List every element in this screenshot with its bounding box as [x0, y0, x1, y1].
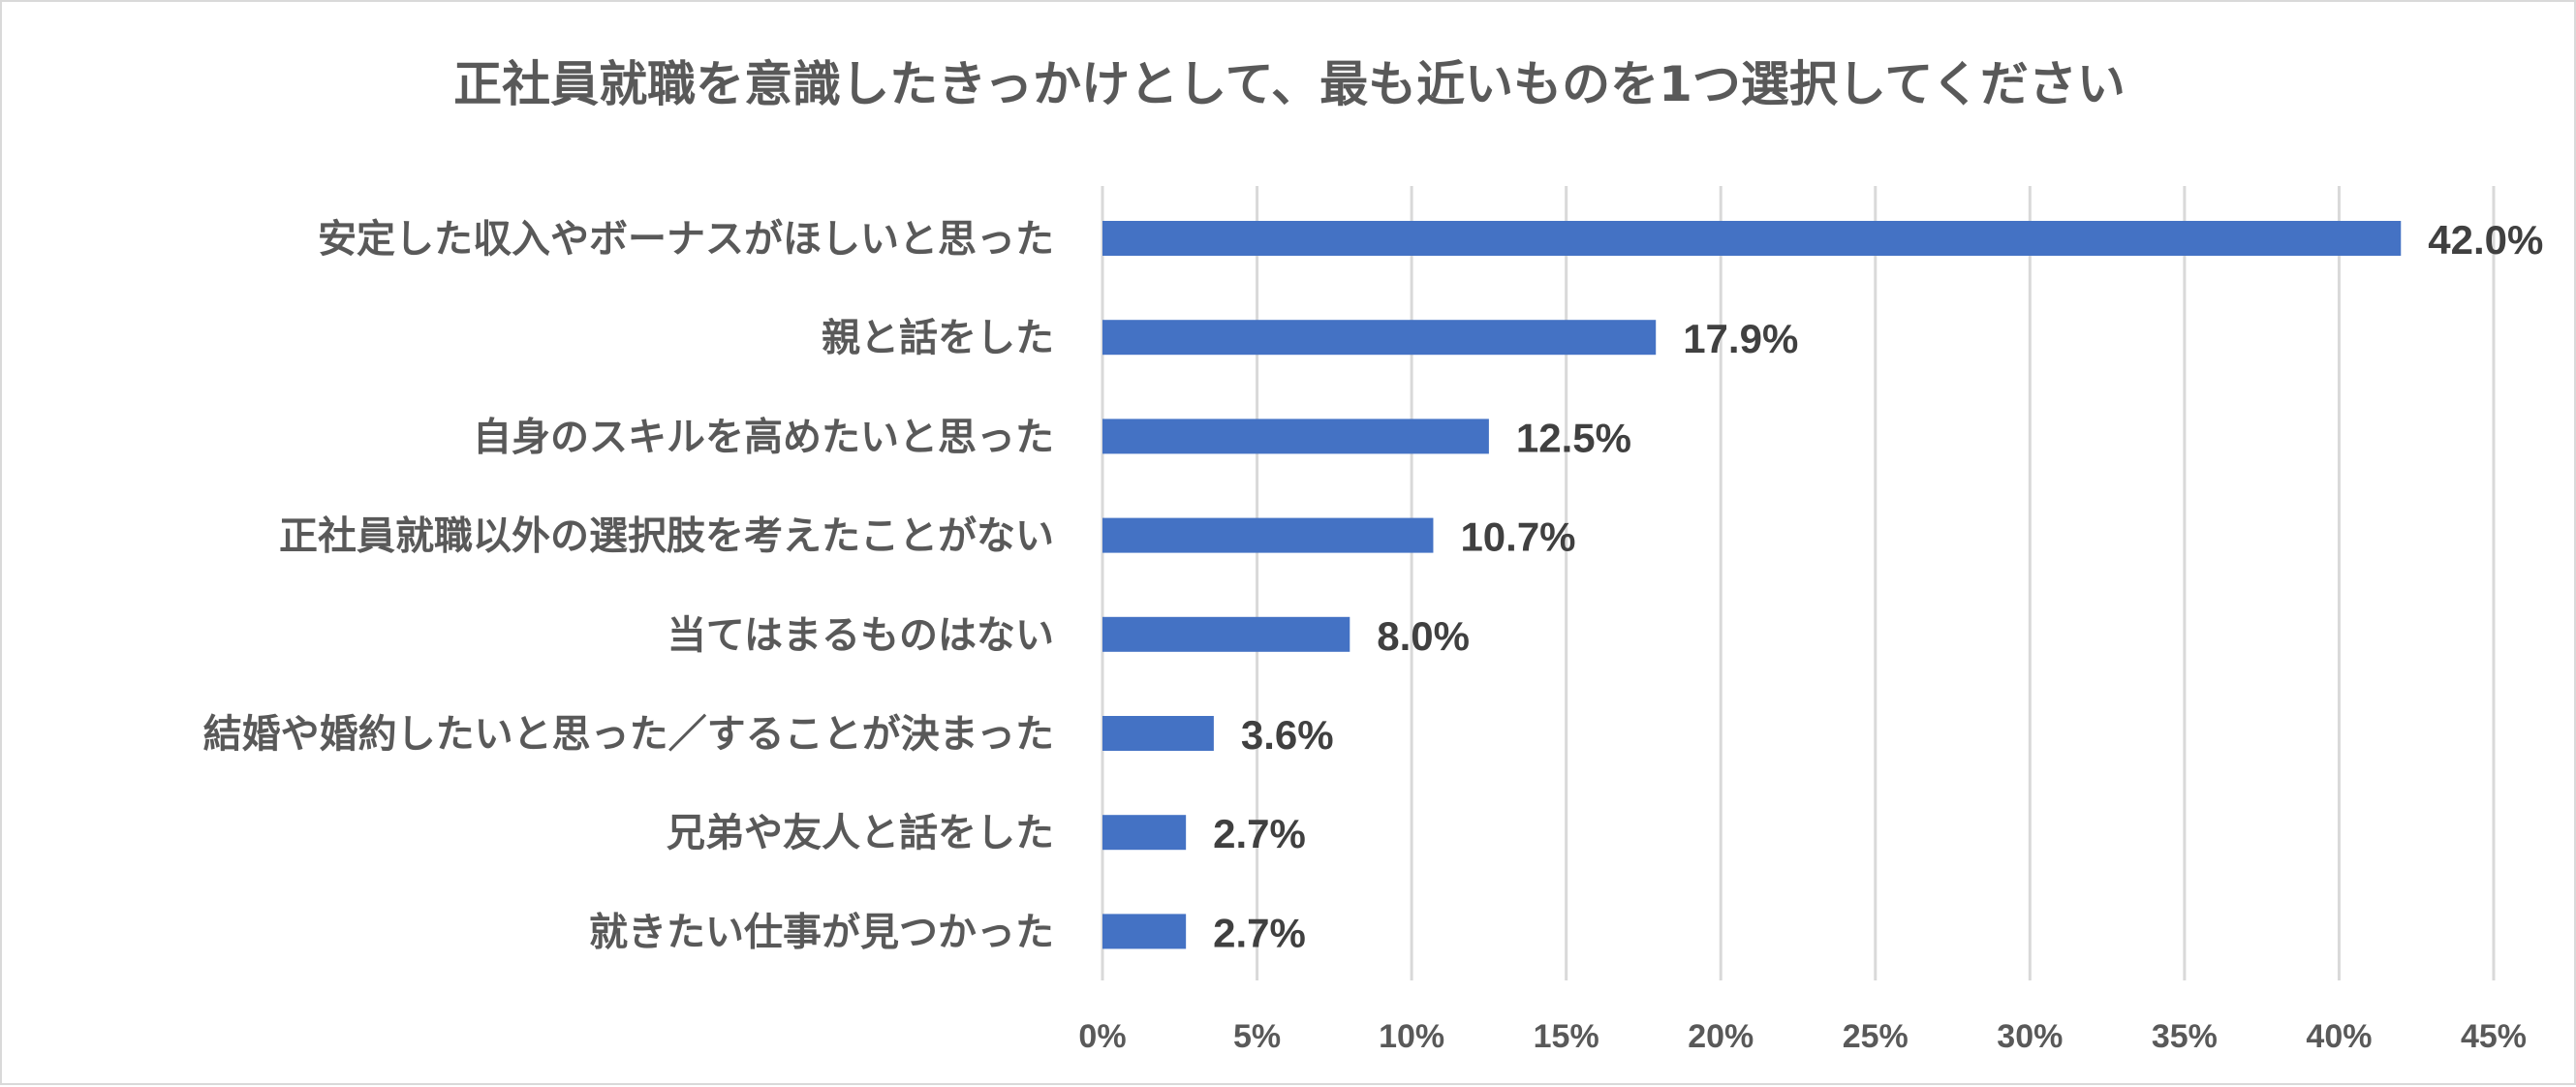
x-tick-label: 20%: [1688, 1018, 1754, 1055]
x-tick-label: 10%: [1379, 1018, 1444, 1055]
x-tick-label: 40%: [2306, 1018, 2372, 1055]
gridlines: [1101, 186, 2496, 980]
chart-title: 正社員就職を意識したきっかけとして、最も近いものを1つ選択してください: [453, 56, 2126, 112]
x-tick-label: 45%: [2461, 1018, 2527, 1055]
data-label: 8.0%: [1377, 613, 1470, 659]
data-label: 17.9%: [1683, 316, 1798, 361]
bar: [1102, 914, 1187, 949]
bar: [1102, 320, 1657, 356]
x-tick-label: 25%: [1843, 1018, 1909, 1055]
data-label: 3.6%: [1241, 712, 1334, 758]
category-label: 結婚や婚約したいと思った／することが決まった: [203, 712, 1054, 757]
data-labels: 42.0% 17.9% 12.5% 10.7% 8.0% 3.6% 2.7% 2.7%: [1213, 217, 2543, 955]
data-label: 10.7%: [1460, 514, 1575, 560]
category-label: 安定した収入やボーナスがほしいと思った: [318, 217, 1054, 262]
bar: [1102, 419, 1489, 454]
x-tick-label: 15%: [1534, 1018, 1599, 1055]
category-label: 親と話をした: [822, 316, 1054, 360]
category-labels: 安定した収入やボーナスがほしいと思った親と話をした自身のスキルを高めたいと思った…: [203, 217, 1054, 954]
category-label: 兄弟や友人と話をした: [667, 811, 1054, 855]
x-tick-label: 5%: [1233, 1018, 1281, 1055]
bar: [1102, 221, 2402, 256]
bars: [1102, 221, 2402, 949]
data-label: 42.0%: [2428, 217, 2543, 263]
bar: [1102, 616, 1350, 652]
category-label: 正社員就職以外の選択肢を考えたことがない: [279, 514, 1054, 559]
bar: [1102, 716, 1214, 751]
category-label: 当てはまるものはない: [667, 613, 1054, 658]
category-label: 就きたい仕事が見つかった: [589, 910, 1054, 954]
x-tick-label: 0%: [1078, 1018, 1126, 1055]
bar: [1102, 517, 1434, 553]
data-label: 2.7%: [1213, 811, 1306, 856]
data-label: 2.7%: [1213, 910, 1306, 955]
category-label: 自身のスキルを高めたいと思った: [473, 415, 1054, 459]
x-tick-label: 30%: [1997, 1018, 2063, 1055]
data-label: 12.5%: [1516, 415, 1631, 460]
bar: [1102, 815, 1187, 851]
x-tick-label: 35%: [2152, 1018, 2218, 1055]
x-axis-ticks: 0% 5% 10% 15% 20% 25% 30% 35% 40% 45%: [1078, 1018, 2527, 1055]
